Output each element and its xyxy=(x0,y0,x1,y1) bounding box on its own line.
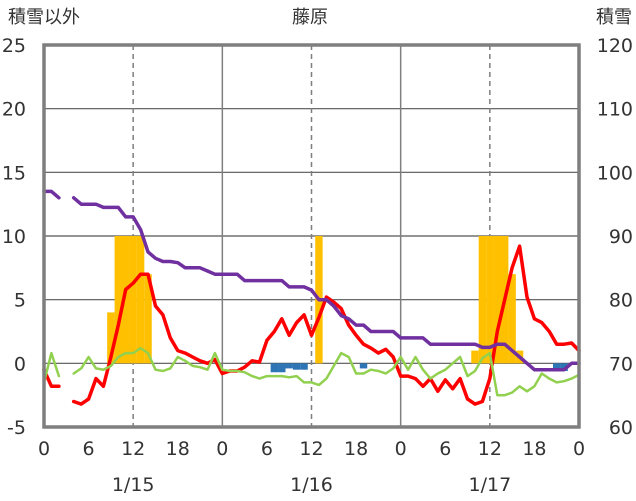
lines-layer xyxy=(42,189,581,406)
date-label-1: 1/16 xyxy=(290,474,333,496)
x-tick-1: 6 xyxy=(83,438,95,460)
bar-s0-h11 xyxy=(122,236,130,364)
bar-s0-h58 xyxy=(471,350,479,364)
bar-s0-h63 xyxy=(508,274,516,364)
line-2-seg-0 xyxy=(42,189,61,200)
x-tick-3: 18 xyxy=(166,438,190,460)
x-tick-5: 6 xyxy=(261,438,273,460)
x-tick-11: 18 xyxy=(522,438,546,460)
x-tick-7: 18 xyxy=(344,438,368,460)
bar-s0-h59 xyxy=(478,236,487,364)
bar-s1-h35 xyxy=(300,363,308,370)
line-2-seg-1 xyxy=(71,196,581,372)
y-left-tick-20: 20 xyxy=(2,99,26,121)
bar-s1-h43 xyxy=(359,363,368,369)
bar-s1-h70 xyxy=(560,363,568,371)
plot-frame xyxy=(42,43,581,429)
y-right-tick-80: 80 xyxy=(609,290,633,312)
x-tick-0: 0 xyxy=(38,438,50,460)
bars-layer xyxy=(107,236,568,373)
x-tick-12: 0 xyxy=(573,438,585,460)
x-tick-10: 12 xyxy=(478,438,502,460)
line-0-seg-1 xyxy=(71,244,581,406)
bar-s1-h33 xyxy=(285,363,293,369)
bar-s0-h60 xyxy=(486,236,494,364)
x-tick-9: 6 xyxy=(439,438,451,460)
x-tick-6: 12 xyxy=(299,438,323,460)
y-left-tick-15: 15 xyxy=(2,162,26,184)
right-axis-label: 積雪 xyxy=(596,7,632,28)
y-right-tick-70: 70 xyxy=(609,353,633,375)
bar-s1-h69 xyxy=(552,363,561,369)
bar-s0-h12 xyxy=(129,236,137,364)
y-left-tick-10: 10 xyxy=(2,226,26,248)
line-1-seg-0 xyxy=(42,351,61,384)
y-right-tick-110: 110 xyxy=(597,99,633,121)
y-right-tick-100: 100 xyxy=(597,162,633,184)
x-tick-8: 0 xyxy=(395,438,407,460)
bar-s0-h9 xyxy=(107,312,115,364)
left-axis-label: 積雪以外 xyxy=(8,7,80,28)
bar-s1-h34 xyxy=(292,363,301,370)
y-left-tick--5: -5 xyxy=(7,417,26,439)
y-left-tick-0: 0 xyxy=(14,353,26,375)
bar-s0-h61 xyxy=(493,236,501,364)
bar-s0-h10 xyxy=(114,236,123,364)
date-label-2: 1/17 xyxy=(468,474,511,496)
y-right-tick-90: 90 xyxy=(609,226,633,248)
date-label-0: 1/15 xyxy=(112,474,155,496)
x-tick-2: 12 xyxy=(121,438,145,460)
bar-s0-h13 xyxy=(136,236,145,364)
line-1-seg-1 xyxy=(72,346,581,397)
bar-s1-h32 xyxy=(278,363,286,373)
y-right-tick-120: 120 xyxy=(597,35,633,57)
y-right-tick-60: 60 xyxy=(609,417,633,439)
bar-s1-h31 xyxy=(270,363,279,373)
x-tick-4: 0 xyxy=(216,438,228,460)
y-left-tick-5: 5 xyxy=(14,290,26,312)
bar-s0-h14 xyxy=(144,274,152,364)
y-left-tick-25: 25 xyxy=(2,35,26,57)
chart-title: 藤原 xyxy=(292,7,328,28)
